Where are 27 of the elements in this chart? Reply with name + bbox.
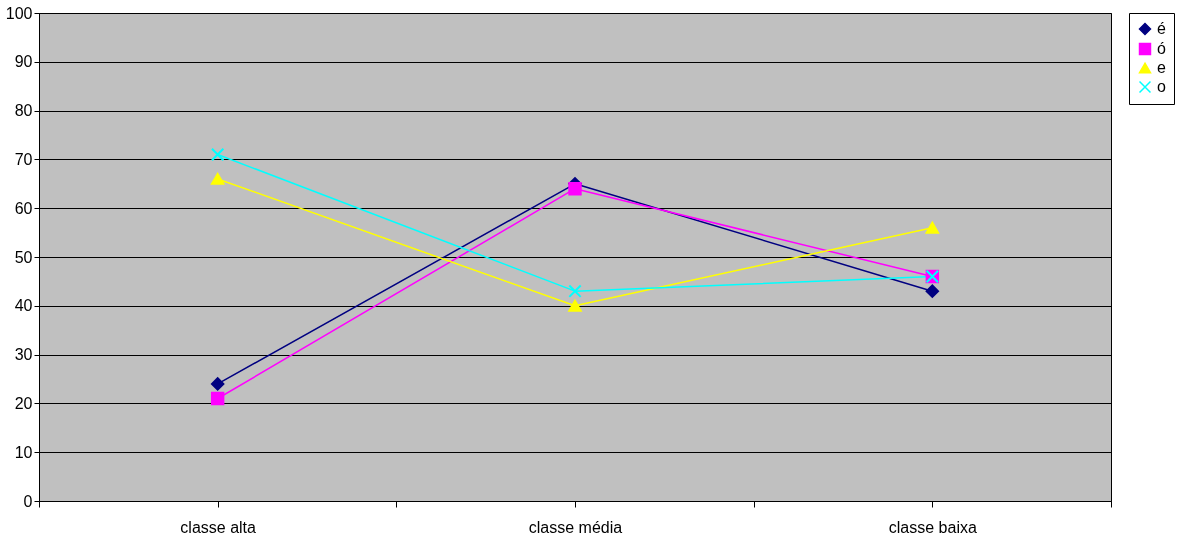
legend-label: ó — [1157, 40, 1166, 57]
point — [568, 284, 582, 298]
point — [210, 172, 225, 185]
point — [210, 391, 225, 406]
point — [210, 377, 225, 391]
point — [925, 221, 940, 234]
legend-label: e — [1157, 59, 1166, 76]
y-tick-label: 80 — [14, 102, 33, 120]
y-tick-label: 100 — [5, 4, 33, 22]
y-tick-label: 10 — [14, 443, 33, 461]
point — [925, 284, 940, 298]
y-tick-label: 50 — [14, 248, 33, 266]
y-tick-label: 20 — [14, 394, 33, 412]
y-tick-label: 60 — [14, 199, 33, 217]
point — [568, 181, 582, 196]
x-tick-label: classe baixa — [888, 518, 977, 536]
point — [568, 299, 582, 312]
x-tick-label: classe média — [528, 518, 623, 536]
legend-label: é — [1157, 20, 1166, 37]
y-tick-label: 0 — [23, 492, 33, 510]
y-tick-label: 70 — [14, 150, 33, 168]
y-tick-label: 40 — [14, 297, 33, 315]
legend-label: o — [1157, 78, 1166, 95]
point — [210, 147, 225, 162]
x-tick-label: classe alta — [180, 518, 257, 536]
y-tick-label: 30 — [14, 346, 33, 364]
y-tick-label: 90 — [14, 53, 33, 71]
